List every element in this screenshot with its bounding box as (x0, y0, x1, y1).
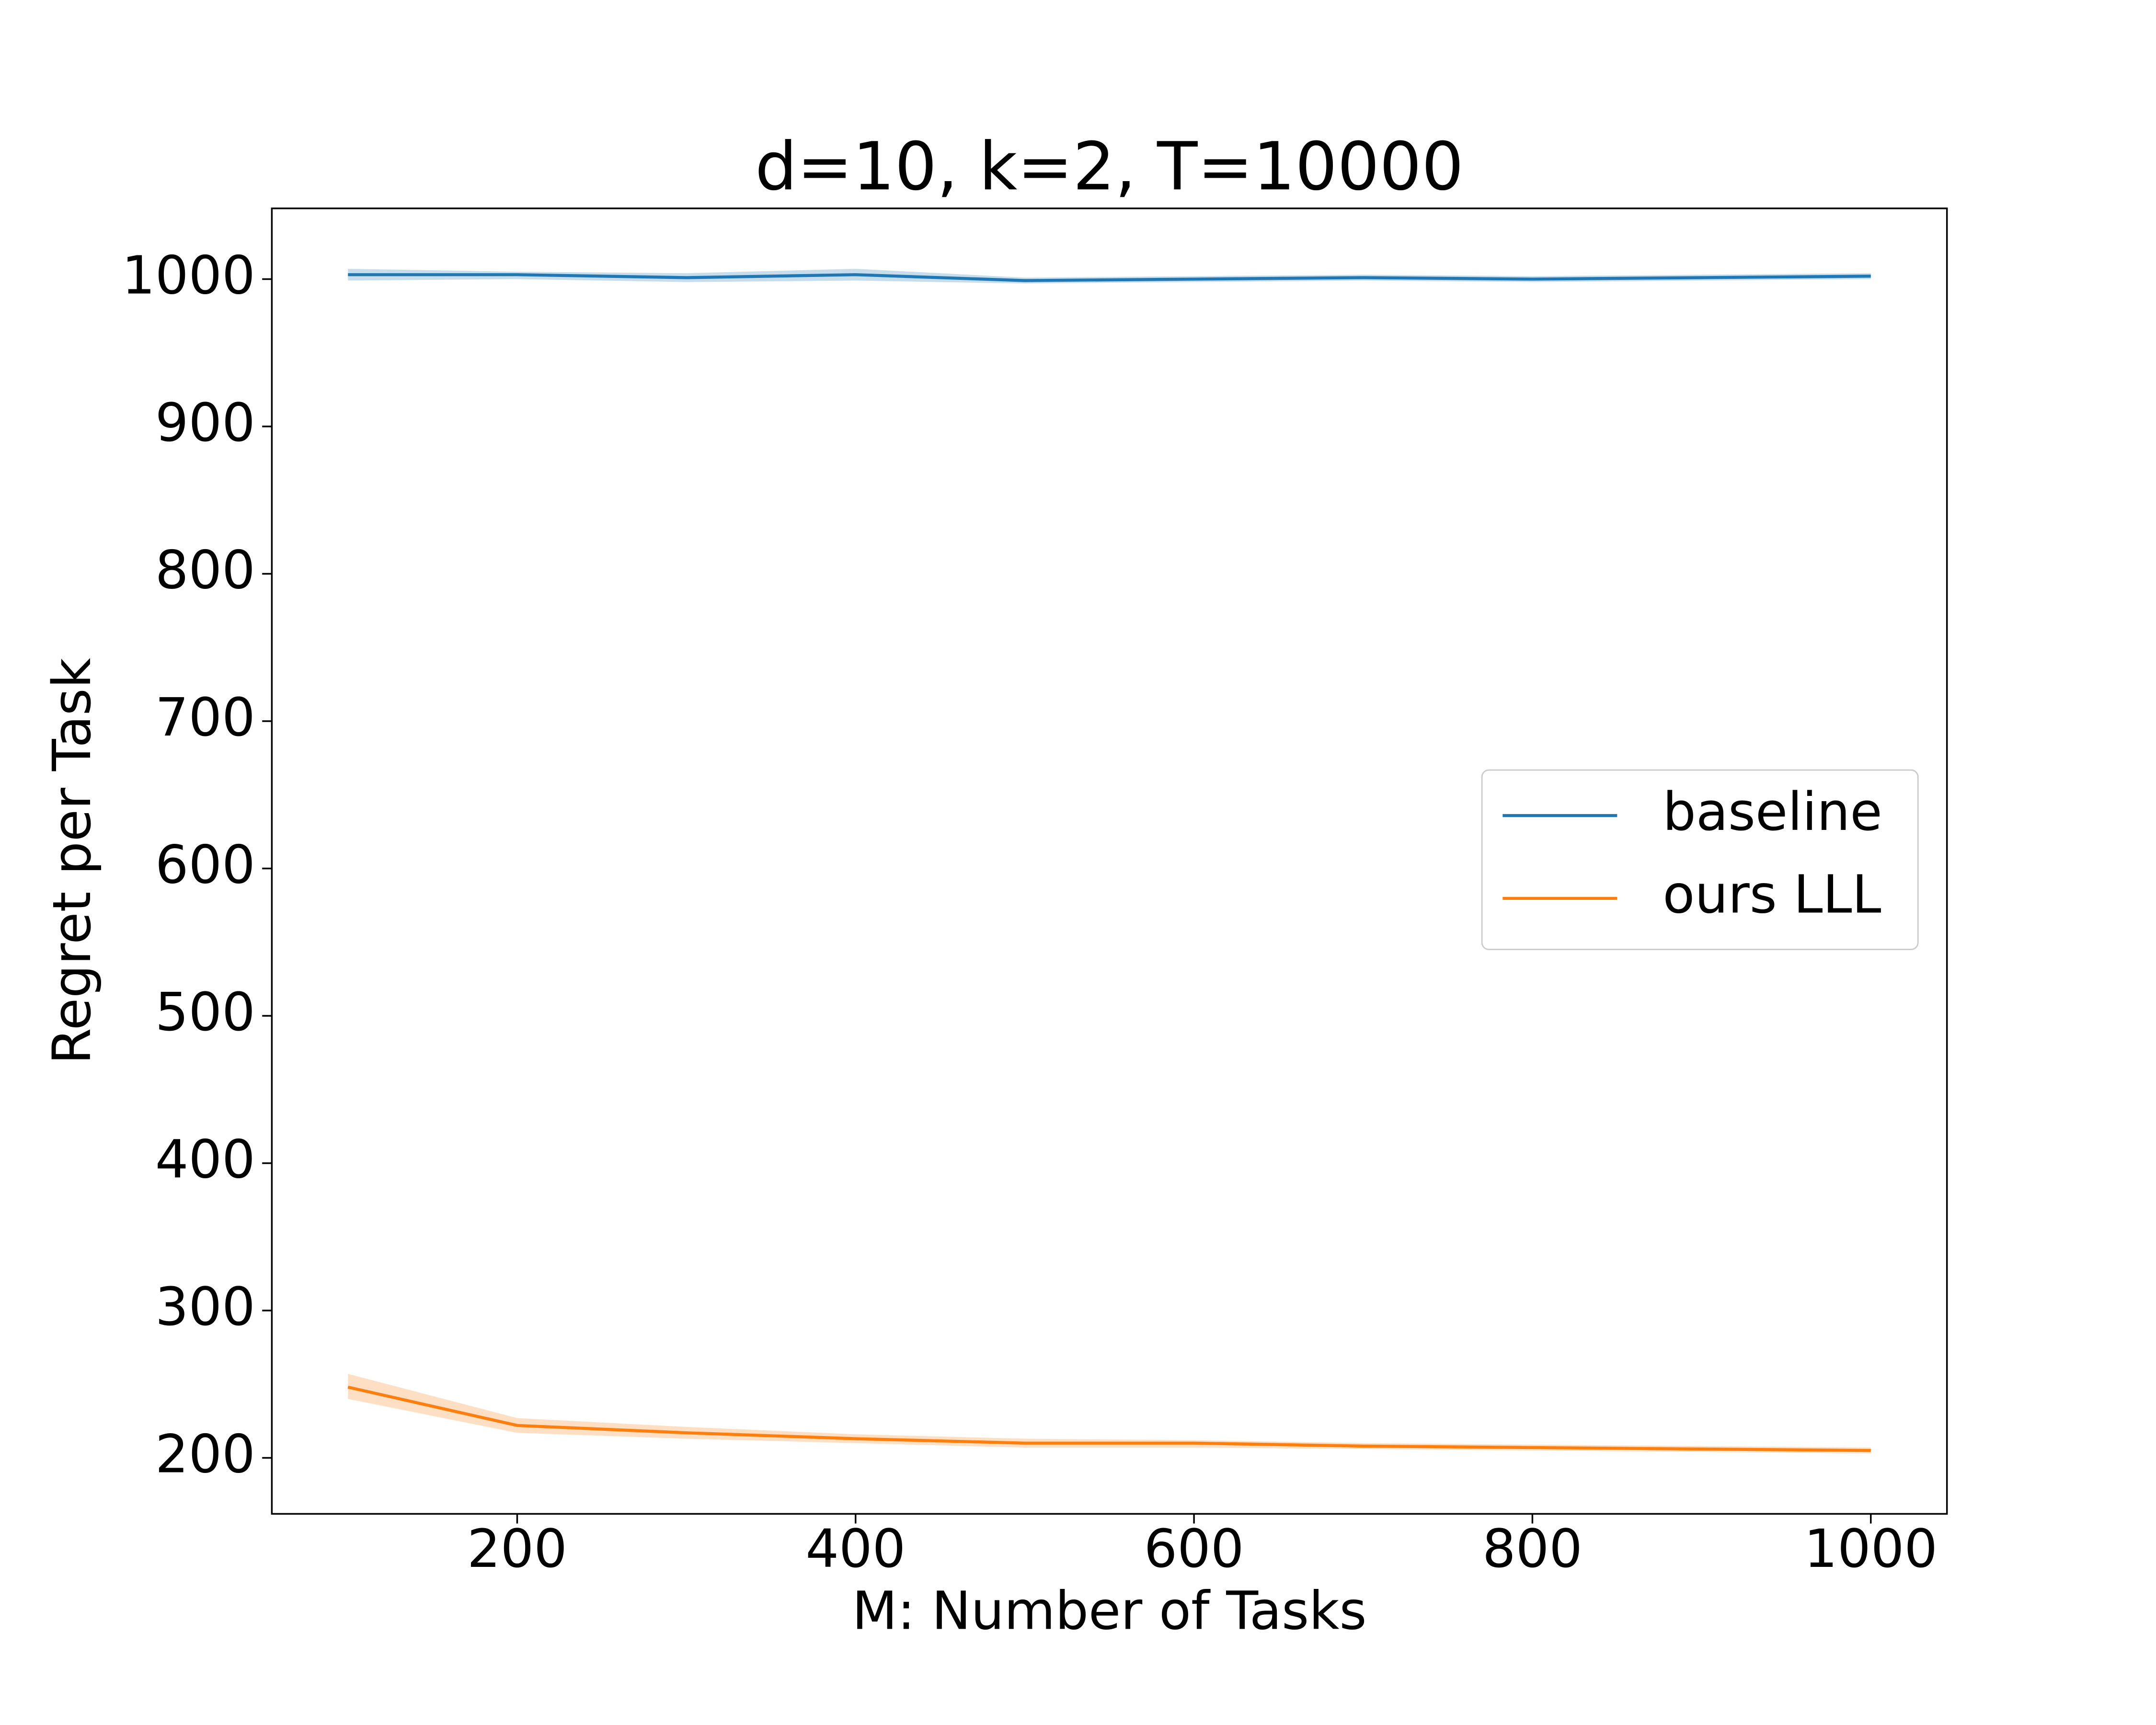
x-tick-label: 200 (467, 1518, 567, 1579)
x-axis-label: M: Number of Tasks (852, 1580, 1367, 1641)
y-tick-label: 500 (155, 981, 255, 1043)
x-tick-label: 400 (805, 1518, 906, 1579)
x-tick-label: 800 (1482, 1518, 1583, 1579)
series-line (348, 273, 1871, 282)
y-tick-label: 300 (155, 1276, 255, 1337)
legend-label: baseline (1663, 781, 1882, 842)
legend-label: ours LLL (1663, 864, 1881, 925)
y-tick-label: 200 (155, 1423, 255, 1484)
y-tick-label: 400 (155, 1128, 255, 1190)
plot-frame (271, 207, 1948, 1515)
y-tick-label: 1000 (122, 244, 255, 306)
series-line (347, 1385, 1871, 1452)
chart-title: d=10, k=2, T=10000 (755, 128, 1464, 205)
y-axis-label: Regret per Task (41, 657, 103, 1064)
y-tick-label: 600 (155, 834, 255, 895)
legend: baseline ours LLL (1481, 769, 1919, 950)
y-tick-label: 900 (155, 392, 255, 453)
y-tick-label: 800 (155, 539, 255, 600)
y-tick-label: 700 (155, 687, 255, 748)
x-tick-label: 600 (1144, 1518, 1244, 1579)
confidence-band (348, 1374, 1871, 1454)
x-tick-label: 1000 (1804, 1518, 1938, 1579)
